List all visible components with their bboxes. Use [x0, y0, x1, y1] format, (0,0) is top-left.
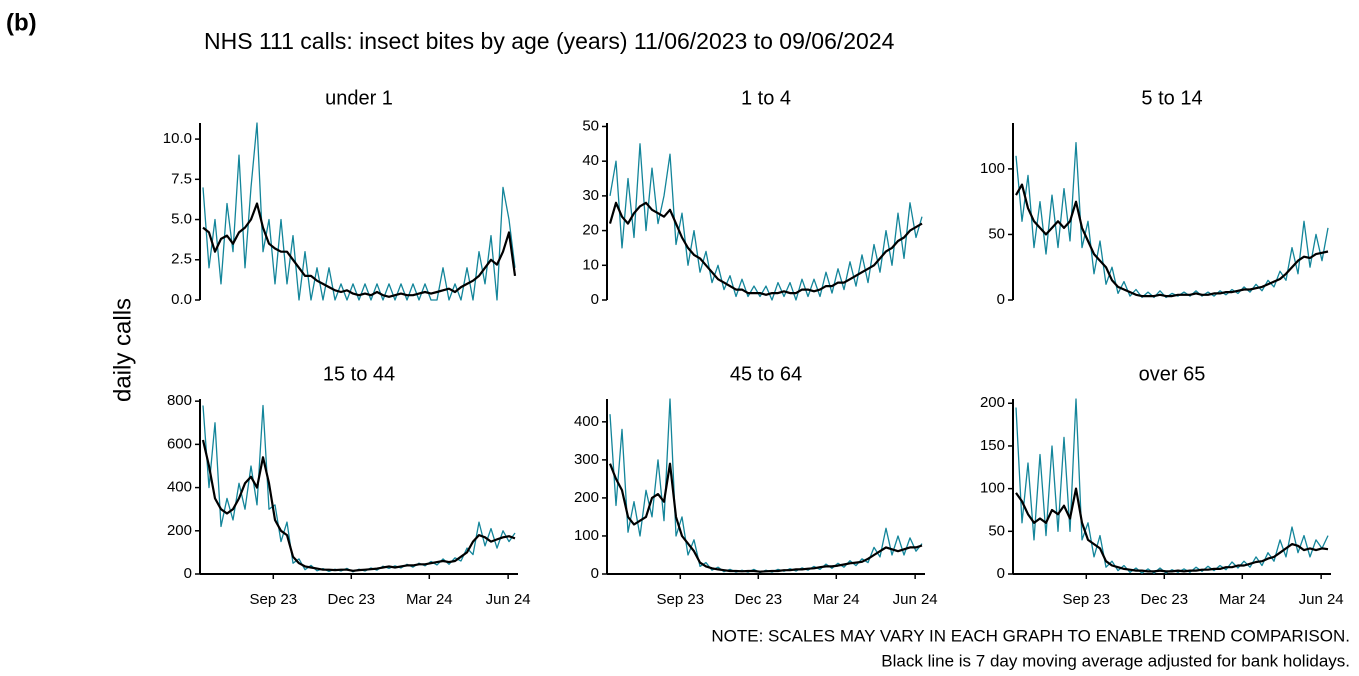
x-tick-label: Jun 24: [893, 591, 938, 608]
y-tick-label: 600: [167, 435, 192, 452]
y-tick-label: 50: [988, 225, 1005, 242]
y-tick-label: 400: [574, 413, 599, 430]
y-tick-label: 0: [184, 565, 192, 582]
panel-title: over 65: [1139, 363, 1206, 385]
series-line: [202, 122, 516, 301]
panel-title: 1 to 4: [741, 87, 791, 109]
series-line: [1015, 487, 1329, 573]
y-tick-label: 30: [582, 187, 599, 204]
y-tick-label: 7.5: [171, 170, 192, 187]
panel-title: 45 to 64: [730, 363, 802, 385]
series-line: [202, 202, 517, 298]
y-tick-label: 0: [591, 565, 599, 582]
note: Black line is 7 day moving average adjus…: [881, 651, 1350, 670]
y-tick-label: 20: [582, 222, 599, 239]
y-tick-label: 300: [574, 451, 599, 468]
y-tick-label: 50: [582, 117, 599, 134]
y-tick-label: 10: [582, 256, 599, 273]
panel-label: (b): [6, 9, 37, 36]
y-tick-label: 400: [167, 479, 192, 496]
y-tick-label: 200: [167, 522, 192, 539]
y-tick-label: 100: [980, 480, 1005, 497]
y-tick-label: 100: [574, 527, 599, 544]
x-tick-label: Sep 23: [657, 591, 705, 608]
y-tick-label: 0.0: [171, 291, 192, 308]
y-tick-label: 200: [980, 394, 1005, 411]
series-line: [1015, 183, 1329, 298]
series-line: [201, 439, 516, 572]
panel-title: 15 to 44: [323, 363, 395, 385]
panel-title: 5 to 14: [1141, 87, 1202, 109]
panel-title: under 1: [325, 87, 393, 109]
x-tick-label: Mar 24: [406, 591, 453, 608]
note: NOTE: SCALES MAY VARY IN EACH GRAPH TO E…: [711, 626, 1350, 645]
y-tick-label: 0: [997, 291, 1005, 308]
x-tick-label: Dec 23: [1141, 591, 1189, 608]
series-line: [609, 398, 923, 574]
chart-title: NHS 111 calls: insect bites by age (year…: [204, 28, 895, 54]
x-tick-label: Dec 23: [328, 591, 376, 608]
y-tick-label: 5.0: [171, 211, 192, 228]
x-tick-label: Dec 23: [735, 591, 783, 608]
y-tick-label: 100: [980, 160, 1005, 177]
y-tick-label: 0: [591, 291, 599, 308]
y-tick-label: 40: [582, 152, 599, 169]
y-tick-label: 50: [988, 522, 1005, 539]
series-line: [202, 404, 516, 573]
y-tick-label: 0: [997, 565, 1005, 582]
series-line: [608, 462, 923, 573]
x-tick-label: Mar 24: [813, 591, 860, 608]
x-tick-label: Sep 23: [250, 591, 298, 608]
x-tick-label: Jun 24: [1299, 591, 1344, 608]
y-tick-label: 150: [980, 437, 1005, 454]
series-line: [608, 201, 923, 296]
y-tick-label: 2.5: [171, 251, 192, 268]
x-tick-label: Mar 24: [1219, 591, 1266, 608]
x-tick-label: Jun 24: [486, 591, 531, 608]
x-tick-label: Sep 23: [1063, 591, 1111, 608]
y-tick-label: 10.0: [163, 130, 192, 147]
series-line: [1015, 142, 1329, 299]
y-tick-label: 200: [574, 489, 599, 506]
y-tick-label: 800: [167, 392, 192, 409]
series-line: [1015, 398, 1329, 574]
series-line: [609, 143, 923, 301]
y-axis-label: daily calls: [109, 298, 136, 402]
